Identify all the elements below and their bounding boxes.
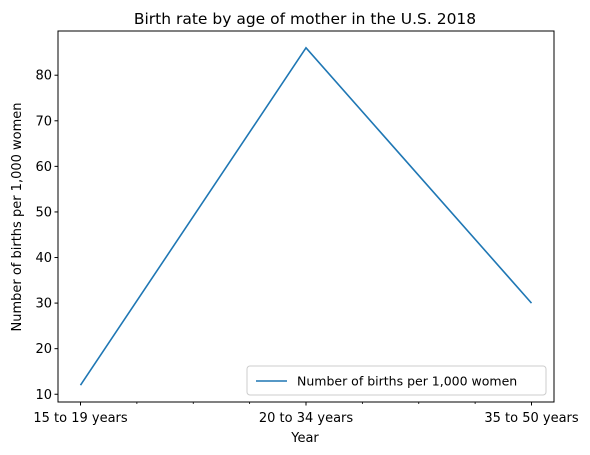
chart-title: Birth rate by age of mother in the U.S. … bbox=[134, 10, 476, 28]
y-tick-label: 10 bbox=[35, 388, 52, 403]
x-tick-label: 35 to 50 years bbox=[484, 411, 579, 426]
x-tick-label: 20 to 34 years bbox=[259, 411, 354, 426]
legend-box bbox=[246, 365, 547, 396]
y-tick-label: 30 bbox=[35, 297, 52, 312]
legend: Number of births per 1,000 women bbox=[246, 365, 547, 396]
y-tick-label: 40 bbox=[35, 251, 52, 266]
y-tick-label: 20 bbox=[35, 342, 52, 357]
x-tick-label: 15 to 19 years bbox=[33, 411, 128, 426]
x-axis-label: Year bbox=[290, 431, 319, 446]
y-tick-label: 60 bbox=[35, 160, 52, 175]
y-tick-label: 50 bbox=[35, 205, 52, 220]
plot-layer: 10 20 30 40 50 60 70 80 15 to 19 years 20 to 34 y… bbox=[33, 46, 579, 426]
y-tick-label: 70 bbox=[35, 114, 52, 129]
legend-series-label: Number of births per 1,000 women bbox=[297, 374, 517, 389]
y-tick-label: 80 bbox=[35, 69, 52, 84]
plot-frame bbox=[57, 30, 555, 403]
y-axis-label: Number of births per 1,000 women bbox=[10, 102, 25, 331]
